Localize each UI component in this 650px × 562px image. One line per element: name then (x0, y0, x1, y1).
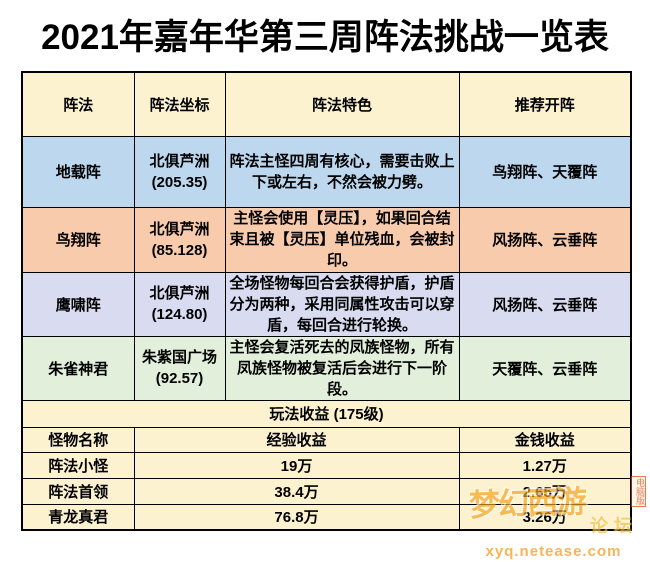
coords-location: 北俱芦洲 (149, 285, 210, 302)
table-row: 朱雀神君 朱紫国广场 (92.57) 主怪会复活死去的凤族怪物，所有凤族怪物被复… (21, 335, 632, 401)
col-header-exp: 经验收益 (133, 426, 460, 453)
formation-name: 地载阵 (21, 135, 135, 208)
coords-location: 北俱芦洲 (149, 220, 210, 238)
page-title: 2021年嘉年华第三周阵法挑战一览表 (41, 18, 609, 57)
coords-value: (205.35) (151, 173, 208, 191)
rewards-row: 阵法首领 38.4万 2.65万 (21, 477, 632, 505)
formation-coords: 朱紫国广场 (92.57) (133, 335, 226, 401)
formation-feature: 主怪会使用【灵压】，如果回合结束且被【灵压】单位残血，会被封印。 (224, 206, 460, 273)
formation-name: 朱雀神君 (21, 335, 135, 401)
formation-name: 鸟翔阵 (21, 206, 135, 273)
rewards-section-row: 玩法收益 (175级) (21, 399, 632, 428)
formation-feature: 全场怪物每回合会获得护盾，护盾分为两种，采用同属性攻击可以穿盾，每回合进行轮换。 (224, 271, 460, 337)
formation-header-row: 阵法 阵法坐标 阵法特色 推荐开阵 (21, 71, 632, 137)
table-row: 鸟翔阵 北俱芦洲 (85.128) 主怪会使用【灵压】，如果回合结束且被【灵压】… (21, 206, 632, 273)
formation-feature: 阵法主怪四周有核心，需要击败上下或左右，不然会被力劈。 (224, 135, 460, 208)
table-row: 鹰啸阵 北俱芦洲 (124.80) 全场怪物每回合会获得护盾，护盾分为两种，采用… (21, 271, 632, 337)
formation-recommend: 风扬阵、云垂阵 (458, 206, 632, 273)
monster-name: 阵法首领 (21, 477, 135, 505)
col-header-formation: 阵法 (21, 71, 135, 137)
col-header-coords: 阵法坐标 (133, 71, 226, 137)
money-value: 2.65万 (458, 477, 632, 505)
monster-name: 阵法小怪 (21, 451, 135, 479)
coords-value: (92.57) (155, 370, 204, 387)
formation-name: 鹰啸阵 (21, 271, 135, 337)
rewards-section-title: 玩法收益 (175级) (21, 399, 632, 428)
monster-name: 青龙真君 (21, 503, 135, 531)
coords-location: 北俱芦洲 (149, 152, 210, 170)
exp-value: 19万 (133, 451, 460, 479)
rewards-row: 阵法小怪 19万 1.27万 (21, 451, 632, 479)
formation-feature: 主怪会复活死去的凤族怪物，所有凤族怪物被复活后会进行下一阶段。 (224, 335, 460, 401)
formation-table: 阵法 阵法坐标 阵法特色 推荐开阵 地载阵 北俱芦洲 (205.35) 阵法主怪… (21, 71, 632, 531)
money-value: 3.26万 (458, 503, 632, 531)
watermark-site-url: xyq.netease.com (485, 543, 622, 560)
formation-recommend: 天覆阵、云垂阵 (458, 335, 632, 401)
pc-version-badge: 电脑版 (631, 476, 646, 507)
col-header-feature: 阵法特色 (224, 71, 460, 137)
money-value: 1.27万 (458, 451, 632, 479)
col-header-monster: 怪物名称 (21, 426, 135, 453)
coords-value: (124.80) (151, 306, 208, 323)
formation-coords: 北俱芦洲 (205.35) (133, 135, 226, 208)
exp-value: 76.8万 (133, 503, 460, 531)
table-row: 地载阵 北俱芦洲 (205.35) 阵法主怪四周有核心，需要击败上下或左右，不然… (21, 135, 632, 208)
formation-recommend: 鸟翔阵、天覆阵 (458, 135, 632, 208)
rewards-row: 青龙真君 76.8万 3.26万 (21, 503, 632, 531)
col-header-recommend: 推荐开阵 (458, 71, 632, 137)
formation-coords: 北俱芦洲 (85.128) (133, 206, 226, 273)
formation-recommend: 风扬阵、云垂阵 (458, 271, 632, 337)
formation-coords: 北俱芦洲 (124.80) (133, 271, 226, 337)
coords-value: (85.128) (151, 241, 208, 259)
rewards-header-row: 怪物名称 经验收益 金钱收益 (21, 426, 632, 453)
exp-value: 38.4万 (133, 477, 460, 505)
col-header-money: 金钱收益 (458, 426, 632, 453)
coords-location: 朱紫国广场 (141, 349, 217, 366)
